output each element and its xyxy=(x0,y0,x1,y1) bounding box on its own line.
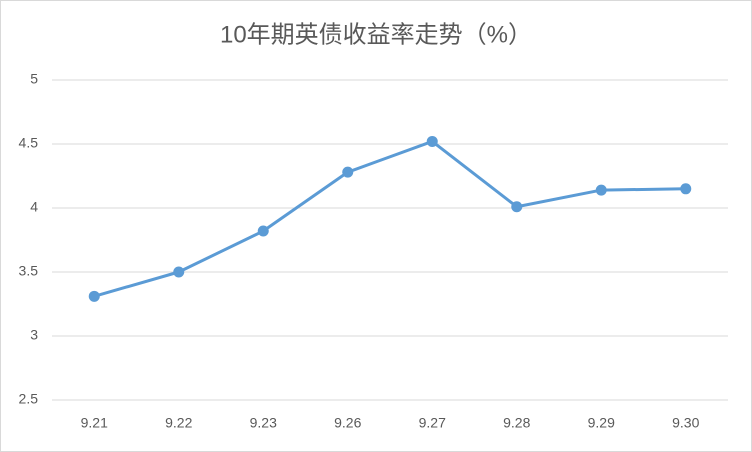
y-tick-label: 2.5 xyxy=(19,391,39,407)
point xyxy=(88,290,100,302)
x-tick-label: 9.21 xyxy=(81,415,108,431)
x-tick-label: 9.27 xyxy=(419,415,446,431)
x-tick-label: 9.28 xyxy=(503,415,530,431)
chart-title: 10年期英债收益率走势（%） xyxy=(220,21,532,48)
y-tick-label: 4 xyxy=(30,199,38,215)
point xyxy=(511,201,523,213)
y-tick-label: 4.5 xyxy=(19,135,39,151)
x-tick-label: 9.29 xyxy=(588,415,615,431)
point xyxy=(680,183,692,195)
y-tick-label: 3.5 xyxy=(19,263,39,279)
x-tick-label: 9.30 xyxy=(672,415,699,431)
x-tick-label: 9.23 xyxy=(250,415,277,431)
y-tick-label: 5 xyxy=(30,71,38,87)
line xyxy=(93,139,686,298)
point xyxy=(173,266,185,278)
y-tick-label: 3 xyxy=(30,327,38,343)
x-tick-label: 9.22 xyxy=(165,415,192,431)
point xyxy=(257,225,269,237)
point xyxy=(342,166,354,178)
point xyxy=(426,135,438,147)
point xyxy=(595,184,607,196)
x-tick-label: 9.26 xyxy=(334,415,361,431)
